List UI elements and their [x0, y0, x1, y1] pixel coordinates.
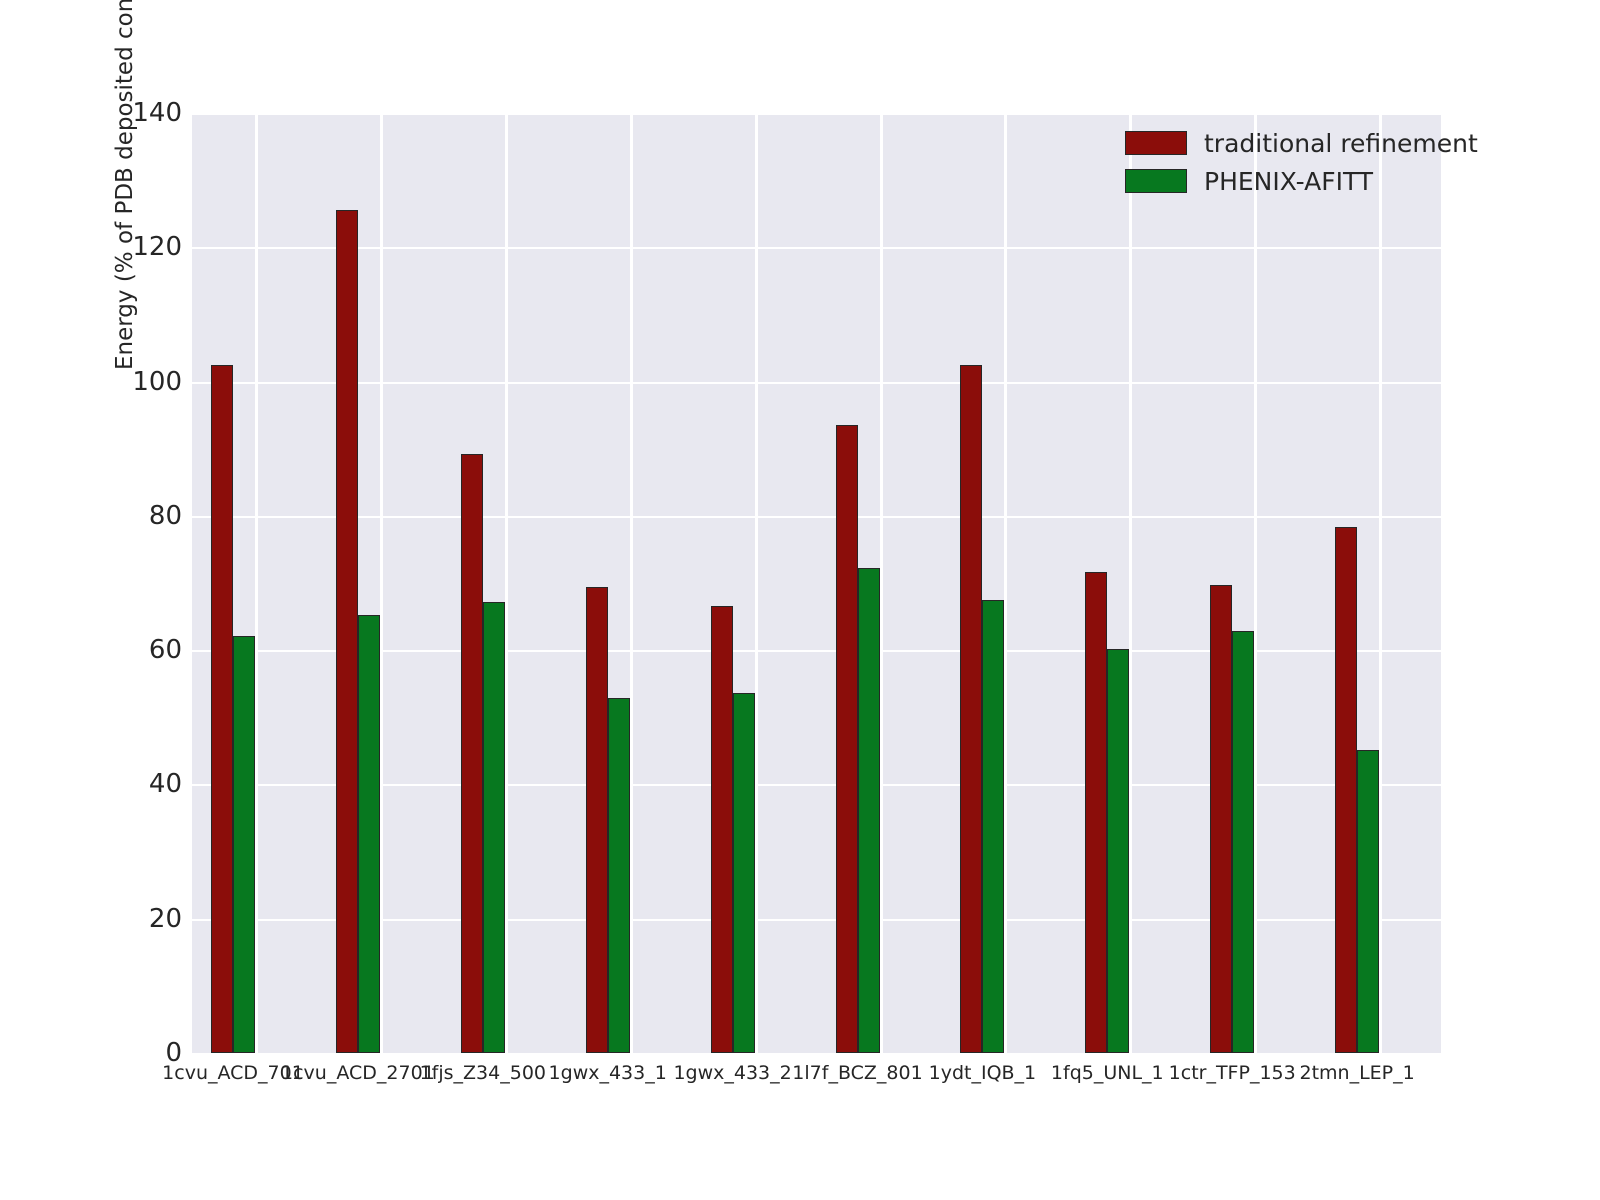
- vertical-gridline: [505, 113, 508, 1053]
- x-axis-tick-label: 2tmn_LEP_1: [1299, 1062, 1415, 1084]
- legend-swatch-icon: [1125, 131, 1187, 155]
- vertical-gridline: [630, 113, 633, 1053]
- horizontal-gridline: [192, 650, 1441, 653]
- horizontal-gridline: [192, 515, 1441, 518]
- y-axis-label-container: Energy (% of PDB deposited conformation): [112, 0, 152, 830]
- vertical-gridline: [1129, 113, 1132, 1053]
- bar-afitt: [358, 615, 380, 1053]
- y-axis-tick-label: 0: [165, 1038, 182, 1068]
- bar-afitt: [1357, 750, 1379, 1053]
- legend-label: traditional refinement: [1204, 128, 1478, 158]
- horizontal-gridline: [192, 247, 1441, 250]
- y-axis-tick-label: 100: [132, 366, 182, 397]
- y-axis-tick-label: 80: [148, 500, 182, 531]
- bar-traditional: [1210, 585, 1232, 1053]
- bar-traditional: [586, 587, 608, 1053]
- bar-afitt: [858, 568, 880, 1053]
- bar-traditional: [1085, 572, 1107, 1053]
- x-axis-tick-label: 1fjs_Z34_500: [419, 1062, 547, 1084]
- y-axis-tick-label: 140: [132, 98, 182, 128]
- x-axis-tick-label: 1cvu_ACD_2701: [281, 1062, 435, 1084]
- y-axis-tick-label: 40: [148, 769, 182, 800]
- bar-afitt: [1232, 631, 1254, 1053]
- bar-afitt: [483, 602, 505, 1053]
- x-axis-tick-label: 1cvu_ACD_701: [162, 1062, 304, 1084]
- bar-traditional: [1335, 527, 1357, 1053]
- legend-item: traditional refinement: [1125, 124, 1478, 162]
- horizontal-gridline: [192, 381, 1441, 384]
- bar-traditional: [711, 606, 733, 1053]
- bar-afitt: [982, 600, 1004, 1053]
- bar-traditional: [336, 210, 358, 1053]
- bar-afitt: [233, 636, 255, 1053]
- bar-afitt: [608, 698, 630, 1053]
- vertical-gridline: [255, 113, 258, 1053]
- y-axis-tick-label: 20: [148, 903, 182, 934]
- bar-traditional: [960, 365, 982, 1053]
- y-axis-label: Energy (% of PDB deposited conformation): [112, 0, 138, 370]
- bar-traditional: [211, 365, 233, 1053]
- vertical-gridline: [1379, 113, 1382, 1053]
- x-axis-tick-label: 1gwx_433_2: [673, 1062, 792, 1084]
- vertical-gridline: [755, 113, 758, 1053]
- vertical-gridline: [880, 113, 883, 1053]
- x-axis-tick-label: 1l7f_BCZ_801: [792, 1062, 923, 1084]
- legend-item: PHENIX-AFITT: [1125, 162, 1478, 200]
- vertical-gridline: [1004, 113, 1007, 1053]
- x-axis-tick-label: 1gwx_433_1: [548, 1062, 667, 1084]
- bar-traditional: [461, 454, 483, 1053]
- plot-area: [192, 113, 1441, 1053]
- y-axis-tick-label: 60: [148, 635, 182, 666]
- bar-afitt: [733, 693, 755, 1053]
- bar-traditional: [836, 425, 858, 1053]
- y-axis-tick-label: 120: [132, 232, 182, 263]
- x-axis-tick-label: 1fq5_UNL_1: [1050, 1062, 1164, 1084]
- vertical-gridline: [380, 113, 383, 1053]
- legend-swatch-icon: [1125, 169, 1187, 193]
- horizontal-gridline: [192, 784, 1441, 787]
- x-axis-tick-label: 1ctr_TFP_153: [1168, 1062, 1296, 1084]
- legend-label: PHENIX-AFITT: [1204, 166, 1374, 196]
- horizontal-gridline: [192, 918, 1441, 921]
- bar-afitt: [1107, 649, 1129, 1053]
- x-axis-tick-label: 1ydt_IQB_1: [928, 1062, 1037, 1084]
- vertical-gridline: [1254, 113, 1257, 1053]
- legend: traditional refinement PHENIX-AFITT: [1125, 124, 1478, 200]
- horizontal-gridline: [192, 113, 1441, 115]
